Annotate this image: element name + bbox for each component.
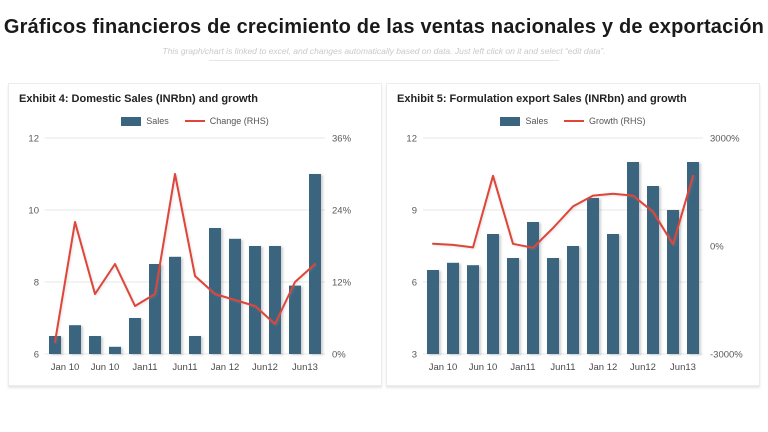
bar-swatch-icon <box>500 116 521 126</box>
sales-bar[interactable] <box>467 265 479 354</box>
x-axis-label: Jun13 <box>292 362 318 373</box>
sales-bar[interactable] <box>587 198 599 354</box>
sales-bar[interactable] <box>269 246 281 354</box>
x-axis-label: Jan11 <box>132 362 157 373</box>
legend-item-sales[interactable]: Sales <box>500 116 548 126</box>
sales-bar[interactable] <box>527 222 539 354</box>
sales-bar[interactable] <box>647 186 659 354</box>
export-sales-chart[interactable]: 3 6 9 12 -3000% 0% 3000% Jan 10 Jun 10 Jan11 Jun11… <box>397 128 749 380</box>
x-axis-label: Jun 10 <box>91 362 120 373</box>
y-left-tick-label: 10 <box>28 206 39 217</box>
x-axis-label: Jun13 <box>670 362 696 373</box>
x-axis-label: Jan 10 <box>51 362 80 373</box>
subtitle-divider <box>209 60 559 61</box>
x-axis-label: Jun11 <box>172 362 197 373</box>
sales-bar[interactable] <box>109 346 121 354</box>
domestic-sales-chart[interactable]: 6 8 10 12 0% 12% 24% 36% Jan 10 Jun 10 Jan11 Jun11 J… <box>19 128 371 380</box>
legend-label: Growth (RHS) <box>589 116 646 126</box>
sales-bar[interactable] <box>129 318 141 354</box>
sales-bar[interactable] <box>547 258 559 354</box>
exhibit5-legend: Sales Growth (RHS) <box>397 116 749 126</box>
charts-row: Exhibit 4: Domestic Sales (INRbn) and gr… <box>0 83 768 386</box>
exhibit4-title: Exhibit 4: Domestic Sales (INRbn) and gr… <box>19 93 258 105</box>
y-left-tick-label: 12 <box>406 134 417 145</box>
y-left-tick-label: 6 <box>412 278 417 289</box>
y-left-tick-label: 8 <box>34 278 39 289</box>
exhibit4-card: Exhibit 4: Domestic Sales (INRbn) and gr… <box>8 83 382 386</box>
sales-bar[interactable] <box>447 262 459 354</box>
exhibit4-legend: Sales Change (RHS) <box>19 116 371 126</box>
change-rhs-line[interactable] <box>54 173 316 343</box>
line-swatch-icon <box>564 120 584 122</box>
x-axis-label: Jun11 <box>550 362 575 373</box>
y-right-tick-label: -3000% <box>710 350 743 361</box>
growth-rhs-line[interactable] <box>432 174 694 249</box>
sales-bar[interactable] <box>607 234 619 354</box>
legend-item-growth[interactable]: Growth (RHS) <box>564 116 646 126</box>
x-axis-label: Jan 12 <box>211 362 240 373</box>
sales-bar[interactable] <box>149 264 161 354</box>
line-swatch-icon <box>184 120 205 122</box>
legend-item-change[interactable]: Change (RHS) <box>184 116 269 126</box>
sales-bar[interactable] <box>49 336 61 354</box>
sales-bar[interactable] <box>209 228 221 354</box>
y-left-tick-label: 9 <box>412 206 417 217</box>
sales-bar[interactable] <box>487 234 499 354</box>
x-axis-label: Jun 10 <box>469 362 498 373</box>
legend-item-sales[interactable]: Sales <box>121 116 169 126</box>
y-left-tick-label: 12 <box>28 134 39 145</box>
sales-bar[interactable] <box>229 238 241 354</box>
y-right-tick-label: 36% <box>332 134 352 145</box>
legend-label: Sales <box>146 116 169 126</box>
sales-bar[interactable] <box>289 285 301 354</box>
sales-bar[interactable] <box>249 246 261 354</box>
y-left-tick-label: 6 <box>34 350 39 361</box>
y-right-tick-label: 24% <box>332 206 352 217</box>
exhibit5-card: Exhibit 5: Formulation export Sales (INR… <box>386 83 760 386</box>
x-axis-label: Jan11 <box>510 362 535 373</box>
sales-bar[interactable] <box>567 246 579 354</box>
sales-bar[interactable] <box>507 258 519 354</box>
y-right-tick-label: 0% <box>332 350 346 361</box>
page-subtitle: This graph/chart is linked to excel, and… <box>162 46 606 56</box>
sales-bar[interactable] <box>667 210 679 354</box>
y-right-tick-label: 12% <box>332 278 352 289</box>
x-axis-label: Jan 12 <box>589 362 618 373</box>
legend-label: Change (RHS) <box>209 116 269 126</box>
x-axis-label: Jun12 <box>252 362 278 373</box>
sales-bar[interactable] <box>69 325 81 354</box>
y-right-tick-label: 3000% <box>710 134 740 145</box>
y-right-tick-label: 0% <box>710 242 724 253</box>
sales-bar[interactable] <box>189 336 201 354</box>
bar-swatch-icon <box>121 116 142 126</box>
y-left-tick-label: 3 <box>412 350 417 361</box>
sales-bar[interactable] <box>89 336 101 354</box>
x-axis-label: Jan 10 <box>429 362 458 373</box>
page-title: Gráficos financieros de crecimiento de l… <box>3 16 765 38</box>
sales-bar[interactable] <box>427 270 439 354</box>
x-axis-label: Jun12 <box>630 362 656 373</box>
exhibit5-title: Exhibit 5: Formulation export Sales (INR… <box>397 93 687 105</box>
sales-bar[interactable] <box>687 162 699 354</box>
sales-bar[interactable] <box>627 162 639 354</box>
legend-label: Sales <box>525 116 548 126</box>
sales-bar[interactable] <box>169 256 181 354</box>
